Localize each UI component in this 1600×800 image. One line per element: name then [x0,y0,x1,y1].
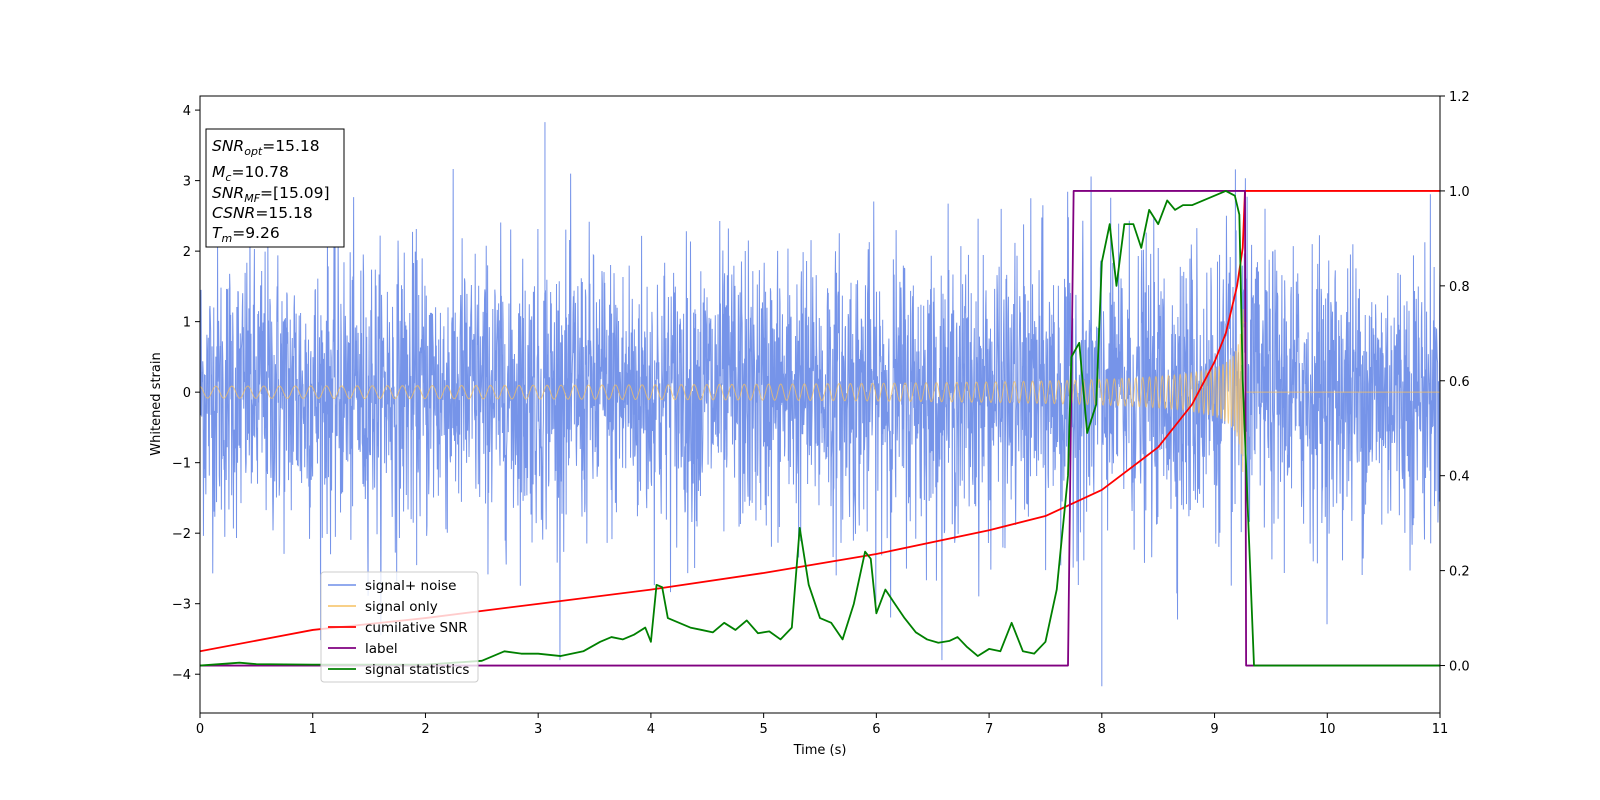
svg-text:Tm=9.26: Tm=9.26 [212,224,280,245]
series-cumulative-snr [200,190,1440,653]
y-tick-label: 3 [183,175,191,190]
x-tick-label: 5 [759,722,767,737]
series-signal-statistics [200,190,1440,667]
series-signal-noise [200,122,1440,687]
x-tick-label: 1 [309,722,317,737]
y2-tick-label: 0.4 [1449,470,1470,485]
x-tick-label: 11 [1432,722,1449,737]
y-tick-label: −2 [172,527,191,542]
x-tick-label: 3 [534,722,542,737]
axes-frame [199,95,1441,714]
y2-tick-label: 0.2 [1449,565,1470,580]
x-axis-label: Time (s) [793,743,847,758]
y-tick-label: −1 [172,457,191,472]
legend-label-signal-statistics: signal statistics [365,662,469,678]
x-tick-label: 7 [985,722,993,737]
svg-text:SNRopt=15.18: SNRopt=15.18 [212,137,320,158]
x-tick-label: 10 [1319,722,1336,737]
legend-label-cumulative-snr: cumilative SNR [365,620,468,636]
series-label [200,190,1440,667]
x-tick-label: 8 [1098,722,1106,737]
svg-text:CSNR=15.18: CSNR=15.18 [212,204,313,222]
plot-area [200,122,1440,687]
legend: signal+ noise signal only cumilative SNR… [320,571,479,683]
y-tick-label: 4 [183,104,191,119]
series-signal-only [200,309,1440,473]
y2-tick-label: 0.8 [1449,280,1470,295]
x-tick-label: 0 [196,722,204,737]
y-tick-label: 2 [183,245,191,260]
x-tick-label: 2 [421,722,429,737]
x-tick-label: 9 [1210,722,1218,737]
info-snr-opt: 15.18 [275,137,319,155]
info-snr-mf: [15.09] [273,184,329,202]
info-csnr: 15.18 [268,204,312,222]
info-mc: 10.78 [244,163,288,181]
y2-tick-label: 1.0 [1449,185,1470,200]
axis-ticks: 0 1 2 3 4 5 6 7 8 9 10 1143210−1−2−3−41.21.00.80.60… [172,90,1470,737]
y-axis-label: Whitened strain [149,352,164,455]
legend-label-signal-noise: signal+ noise [365,578,456,594]
info-box: SNRopt=15.18 Mc=10.78 SNRMF=[15.09] CSNR… [205,128,345,248]
y-tick-label: −4 [172,668,191,683]
svg-text:SNRMF=[15.09]: SNRMF=[15.09] [212,184,330,205]
y2-tick-label: 0.6 [1449,375,1470,390]
legend-label-label: label [365,641,398,657]
info-tm: 9.26 [245,224,280,242]
svg-text:Mc=10.78: Mc=10.78 [212,163,289,184]
y-tick-label: −3 [172,598,191,613]
y-tick-label: 1 [183,316,191,331]
x-tick-label: 6 [872,722,880,737]
y-tick-label: 0 [183,386,191,401]
legend-label-signal-only: signal only [365,599,438,615]
y2-tick-label: 0.0 [1449,660,1470,675]
x-tick-label: 4 [647,722,655,737]
y2-tick-label: 1.2 [1449,90,1470,105]
